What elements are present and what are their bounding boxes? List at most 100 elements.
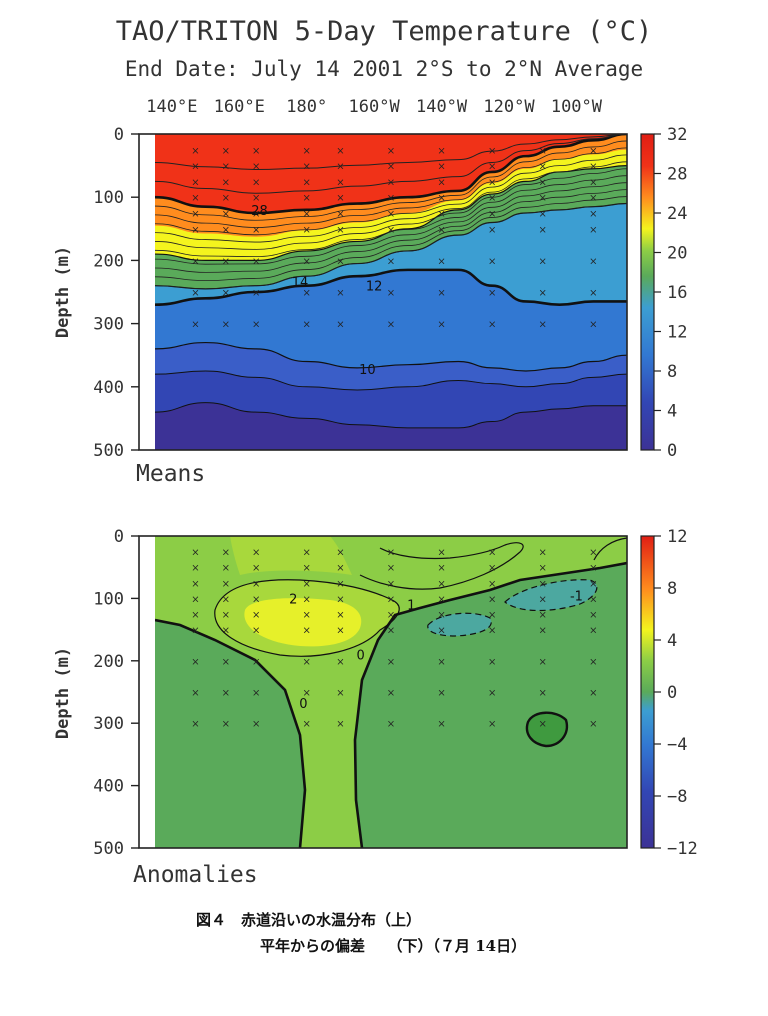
colorbar-tick-label: 12 <box>667 527 687 547</box>
station-marker: × <box>488 209 496 220</box>
station-marker: × <box>539 209 547 220</box>
contour-label: 1 <box>407 599 415 614</box>
zero-contour-a <box>155 618 307 848</box>
colorbar-tick-label: 8 <box>667 579 677 599</box>
station-marker: × <box>222 225 230 236</box>
station-marker: × <box>252 225 260 236</box>
colorbar-tick-label: 16 <box>667 283 687 303</box>
anomalies-colorbar-ticks: 12 8 4 0 −4 −8 −12 <box>654 527 698 859</box>
station-marker: × <box>437 162 445 173</box>
station-marker: × <box>589 719 597 730</box>
colorbar-tick-label: 32 <box>667 125 687 145</box>
colorbar-tick-label: −8 <box>667 787 687 807</box>
x-tick-label: 120°W <box>483 97 535 117</box>
y-tick-label: 500 <box>93 839 124 859</box>
station-marker: × <box>437 256 445 267</box>
station-marker: × <box>488 610 496 621</box>
station-marker: × <box>589 594 597 605</box>
station-marker: × <box>488 193 496 204</box>
anomalies-blank-edge <box>140 537 155 847</box>
station-marker: × <box>437 688 445 699</box>
station-marker: × <box>252 563 260 574</box>
station-marker: × <box>488 626 496 637</box>
station-marker: × <box>222 162 230 173</box>
station-marker: × <box>539 288 547 299</box>
thermocline-contour <box>155 182 627 265</box>
station-marker: × <box>303 209 311 220</box>
station-marker: × <box>437 193 445 204</box>
station-marker: × <box>437 657 445 668</box>
x-tick-label: 160°W <box>349 97 401 117</box>
station-marker: × <box>539 688 547 699</box>
means-panel-label: Means <box>136 461 205 487</box>
station-marker: × <box>336 626 344 637</box>
thermocline-contour <box>155 161 627 243</box>
anomaly-contour-labels: 2 1 0 0 -1 <box>289 589 583 712</box>
station-marker: × <box>336 610 344 621</box>
y-tick-label: 300 <box>93 714 124 734</box>
station-marker: × <box>252 657 260 668</box>
station-marker: × <box>387 146 395 157</box>
station-marker: × <box>387 225 395 236</box>
station-marker: × <box>488 563 496 574</box>
station-marker: × <box>191 320 199 331</box>
station-marker: × <box>191 594 199 605</box>
station-marker: × <box>336 719 344 730</box>
station-marker: × <box>589 579 597 590</box>
thermocline-contour <box>155 175 627 258</box>
station-marker: × <box>488 594 496 605</box>
anomaly-cool-patch <box>505 579 597 611</box>
surface-contour <box>155 134 627 194</box>
y-tick-label: 0 <box>114 527 124 547</box>
station-marker: × <box>387 579 395 590</box>
colorbar-tick-label: 0 <box>667 441 677 461</box>
station-marker: × <box>589 209 597 220</box>
station-marker: × <box>191 225 199 236</box>
station-marker: × <box>437 563 445 574</box>
station-marker: × <box>336 162 344 173</box>
station-marker: × <box>222 320 230 331</box>
station-marker: × <box>222 256 230 267</box>
station-marker: × <box>336 209 344 220</box>
means-colorbar-ticks: 32 28 24 20 16 12 8 4 0 <box>654 125 687 461</box>
colorbar-tick-label: 0 <box>667 683 677 703</box>
band-above-28 <box>155 134 627 213</box>
station-marker: × <box>488 177 496 188</box>
station-marker: × <box>252 594 260 605</box>
station-marker: × <box>191 688 199 699</box>
station-marker: × <box>336 193 344 204</box>
isotherm-t28 <box>155 134 627 215</box>
station-marker: × <box>387 256 395 267</box>
station-marker: × <box>336 146 344 157</box>
station-marker: × <box>488 688 496 699</box>
isotherm-t8 <box>155 370 627 391</box>
chart-subtitle: End Date: July 14 2001 2°S to 2°N Averag… <box>125 57 643 81</box>
station-marker: × <box>488 719 496 730</box>
thermocline-contour <box>155 154 627 236</box>
station-marker: × <box>589 563 597 574</box>
station-marker: × <box>539 146 547 157</box>
contour-label: -1 <box>570 589 583 604</box>
y-tick-label: 300 <box>93 315 124 335</box>
station-marker: × <box>222 146 230 157</box>
station-marker: × <box>252 626 260 637</box>
station-marker: × <box>303 657 311 668</box>
colorbar-tick-label: 4 <box>667 631 677 651</box>
means-contours <box>155 134 627 429</box>
station-marker: × <box>252 256 260 267</box>
station-marker: × <box>222 548 230 559</box>
station-marker: × <box>387 610 395 621</box>
station-marker: × <box>387 594 395 605</box>
colorbar-tick-label: 20 <box>667 244 687 264</box>
top-right-warm-contour <box>593 537 627 561</box>
station-marker: × <box>437 610 445 621</box>
station-marker: × <box>387 162 395 173</box>
station-marker: × <box>303 579 311 590</box>
x-tick-label: 140°W <box>416 97 468 117</box>
station-marker: × <box>336 320 344 331</box>
means-y-ticks: 0 100 200 300 400 500 <box>93 125 139 461</box>
station-marker: × <box>336 657 344 668</box>
station-markers: × × × × × × × × × × × × × × × × × × × × × × × × × × × × × × × × × × × × × × × ×… <box>191 146 597 331</box>
station-marker: × <box>191 177 199 188</box>
